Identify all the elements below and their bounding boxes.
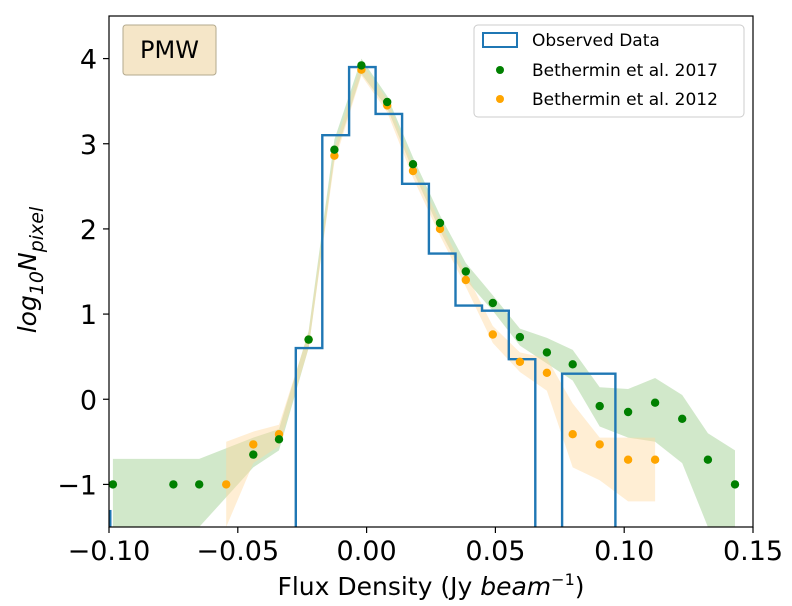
- legend-label-observed: Observed Data: [532, 31, 660, 51]
- bethermin-2012-point: [330, 151, 339, 160]
- x-tick-label: −0.10: [68, 536, 151, 567]
- band-tag: PMW: [122, 24, 217, 76]
- uncertainty-bands: [112, 58, 735, 528]
- band-bethermin-2017: [112, 58, 735, 527]
- y-tick-label: 0: [80, 385, 97, 416]
- y-tick-label: 2: [80, 215, 97, 246]
- bethermin-2012-point: [222, 480, 231, 489]
- bethermin-2012-point: [623, 455, 633, 464]
- bethermin-2017-point: [678, 414, 687, 423]
- legend-label-bethermin-2017: Bethermin et al. 2017: [532, 61, 718, 81]
- x-tick-label: 0.00: [337, 536, 397, 567]
- bethermin-2017-point: [461, 267, 470, 276]
- bethermin-2012-point: [435, 224, 445, 234]
- bethermin-2017-point: [108, 480, 118, 489]
- bethermin-2012-point: [595, 440, 604, 449]
- x-tick-label: 0.15: [723, 536, 783, 567]
- bethermin-2017-point: [249, 450, 258, 459]
- observed-data-histogram: [109, 65, 617, 527]
- x-tick-label: −0.05: [196, 536, 279, 567]
- bethermin-2017-point: [195, 480, 204, 489]
- observed-data-step-line: [294, 65, 617, 527]
- plot-frame: [108, 15, 754, 528]
- bethermin-2017-point: [357, 61, 366, 70]
- bethermin-2012-point: [488, 330, 497, 339]
- legend-swatch-bethermin-2017: [496, 66, 504, 74]
- model-points: [108, 61, 740, 489]
- legend: Observed Data Bethermin et al. 2017 Beth…: [473, 24, 745, 118]
- legend-frame: [473, 24, 745, 118]
- legend-label-bethermin-2012: Bethermin et al. 2012: [532, 90, 718, 110]
- bethermin-2017-point: [650, 398, 660, 407]
- bethermin-2017-point: [568, 360, 577, 369]
- bethermin-2017-point: [488, 298, 497, 308]
- bethermin-2017-point: [542, 348, 552, 357]
- band-tag-box: [122, 24, 217, 76]
- x-axis-label: Flux Density (Jy beam−1): [277, 570, 584, 601]
- y-tick-label: 4: [80, 45, 97, 76]
- y-tick-label: 3: [80, 130, 97, 161]
- y-tick-label: 1: [80, 300, 97, 331]
- bethermin-2012-point: [542, 368, 552, 377]
- bethermin-2017-point: [304, 335, 313, 344]
- bethermin-2017-point: [274, 435, 284, 444]
- bethermin-2017-point: [435, 218, 445, 228]
- y-tick-label: −1: [57, 470, 97, 501]
- bethermin-2012-point: [515, 357, 525, 366]
- y-axis-ticks: −1 0 1 2 3 4: [57, 45, 109, 501]
- bethermin-2017-point: [330, 145, 339, 154]
- bethermin-2017-point: [623, 407, 633, 417]
- y-axis-label: log10Npixel: [13, 206, 48, 333]
- bethermin-2017-point: [383, 97, 392, 107]
- bethermin-2017-point: [515, 332, 525, 342]
- x-tick-label: 0.05: [465, 536, 525, 567]
- bethermin-2017-point: [169, 480, 178, 489]
- bethermin-2012-point: [249, 440, 258, 449]
- bethermin-2017-point: [703, 455, 713, 464]
- legend-swatch-observed: [482, 32, 518, 48]
- band-label: PMW: [140, 36, 199, 64]
- bethermin-2017-point: [730, 480, 740, 489]
- bethermin-2017-point: [595, 401, 604, 411]
- x-tick-label: 0.10: [594, 536, 654, 567]
- bethermin-2012-point: [568, 430, 577, 439]
- legend-swatch-bethermin-2012: [496, 95, 504, 103]
- bethermin-2012-point: [461, 275, 470, 285]
- band-bethermin-2012: [226, 62, 656, 528]
- bethermin-2012-point: [650, 455, 660, 464]
- bethermin-2017-point: [408, 160, 418, 169]
- x-axis-ticks: −0.10 −0.05 0.00 0.05 0.10 0.15: [68, 527, 783, 567]
- bethermin-2012-point: [408, 166, 418, 176]
